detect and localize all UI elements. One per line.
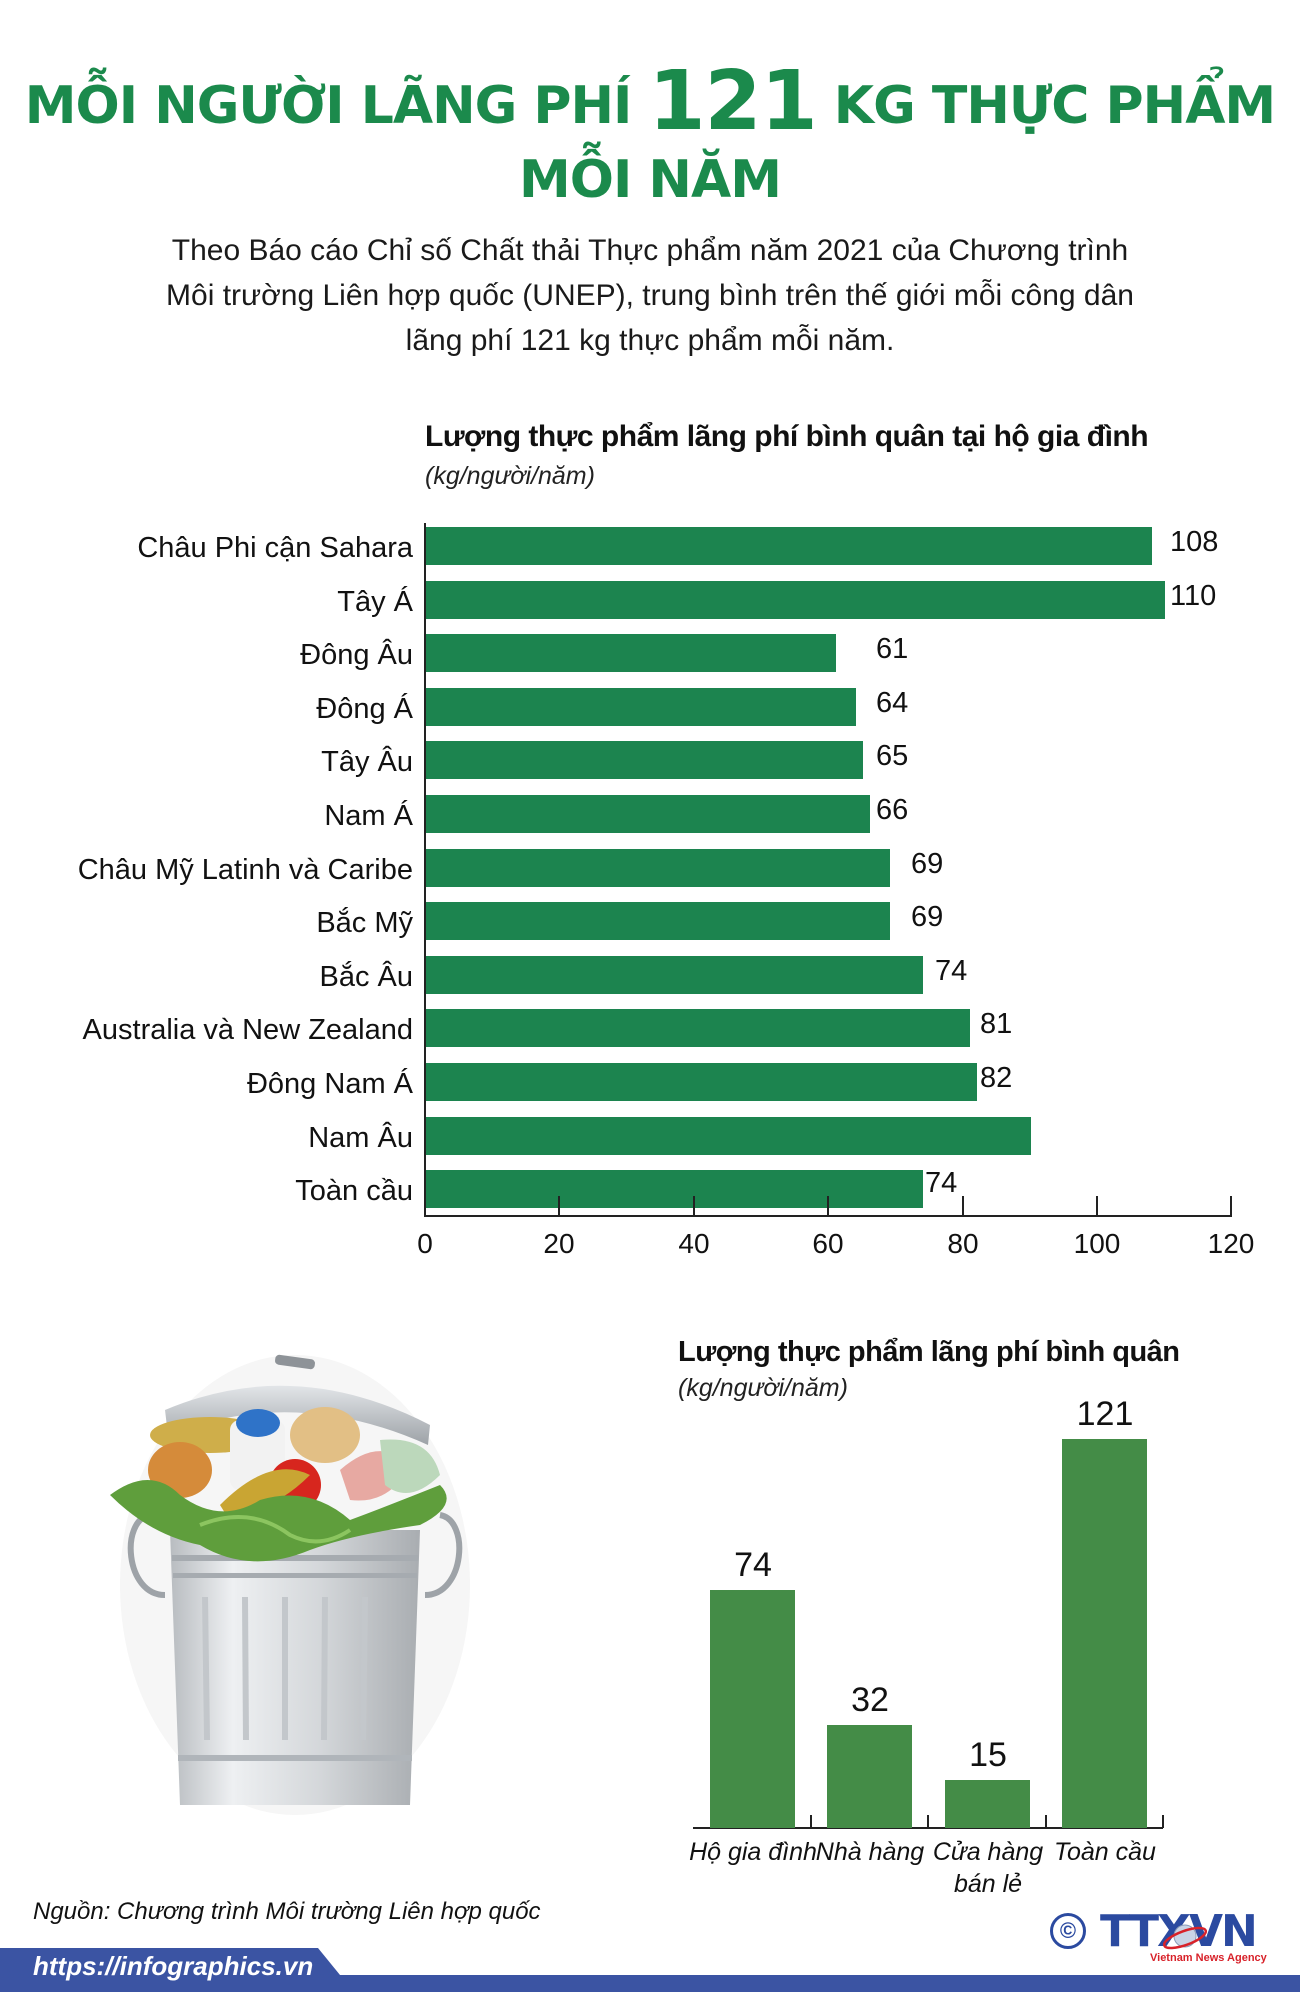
category-label: Nam Âu xyxy=(308,1122,413,1154)
axis-tick xyxy=(1096,1196,1098,1216)
category-label: Tây Âu xyxy=(321,746,413,778)
axis-tick xyxy=(810,1815,812,1828)
x-tick-label: 120 xyxy=(1207,1228,1255,1259)
category-label: Australia và New Zealand xyxy=(82,1014,413,1046)
value-label: 81 xyxy=(980,1008,1013,1040)
overall-chart-title: Lượng thực phẩm lãng phí bình quân xyxy=(678,1336,1180,1368)
value-label: 74 xyxy=(925,1167,958,1199)
bar xyxy=(827,1725,912,1828)
axis-tick xyxy=(1045,1815,1047,1828)
category-label-line: Nhà hàng xyxy=(815,1838,925,1866)
intro-line-3: lãng phí 121 kg thực phẩm mỗi năm. xyxy=(405,324,895,357)
value-label: 108 xyxy=(1170,526,1219,558)
value-label: 69 xyxy=(911,901,944,933)
category-label-line: Cửa hàng xyxy=(932,1838,1044,1866)
website-link[interactable]: https://infographics.vn xyxy=(33,1951,314,1981)
y-axis-line xyxy=(424,523,426,1217)
copyright-icon: © xyxy=(1050,1913,1086,1949)
category-label: Hộ gia đình xyxy=(688,1836,818,1868)
footer-url-tab xyxy=(0,1948,340,1992)
source-note: Nguồn: Chương trình Môi trường Liên hợp … xyxy=(33,1898,541,1925)
logo-subtitle: Vietnam News Agency xyxy=(1150,1952,1267,1964)
x-axis-line xyxy=(693,1827,1163,1829)
bar xyxy=(710,1590,795,1828)
intro-paragraph: Theo Báo cáo Chỉ số Chất thải Thực phẩm … xyxy=(60,228,1240,363)
household-chart-subtitle: (kg/người/năm) xyxy=(425,462,595,490)
bar xyxy=(426,1117,1031,1155)
value-label: 74 xyxy=(734,1546,772,1584)
page-title-line-1: MỖI NGƯỜI LÃNG PHÍ 121 KG THỰC PHẨM xyxy=(0,61,1300,146)
axis-tick xyxy=(558,1196,560,1216)
category-label: Châu Phi cận Sahara xyxy=(137,532,413,564)
logo-text-vn: VN xyxy=(1188,1906,1258,1957)
category-label: Đông Nam Á xyxy=(246,1068,413,1100)
x-tick-label: 100 xyxy=(1073,1228,1121,1259)
bar xyxy=(426,849,890,887)
value-label: 32 xyxy=(851,1681,889,1719)
x-axis-line xyxy=(424,1215,1232,1217)
bar xyxy=(426,741,863,779)
category-label: Toàn cầu xyxy=(295,1175,413,1207)
bar xyxy=(426,902,890,940)
category-label: Bắc Mỹ xyxy=(316,907,413,939)
bar xyxy=(426,1063,977,1101)
bar xyxy=(1062,1439,1147,1828)
category-label: Nhà hàng xyxy=(805,1836,935,1868)
x-tick-label: 40 xyxy=(678,1228,710,1259)
category-label: Đông Á xyxy=(316,693,413,725)
bar xyxy=(426,956,923,994)
value-label: 61 xyxy=(876,633,909,665)
x-tick-label: 0 xyxy=(417,1228,433,1259)
category-label: Bắc Âu xyxy=(319,961,414,993)
value-label: 110 xyxy=(1170,580,1217,612)
category-label: Toàn cầu xyxy=(1040,1836,1170,1868)
category-label-line: Hộ gia đình xyxy=(689,1838,817,1866)
overall-chart-subtitle: (kg/người/năm) xyxy=(678,1374,848,1402)
axis-tick xyxy=(927,1815,929,1828)
x-tick-label: 60 xyxy=(812,1228,844,1259)
category-label: Tây Á xyxy=(337,586,413,618)
bar xyxy=(426,581,1165,619)
value-label: 64 xyxy=(876,687,909,719)
trash-can-food-waste-image xyxy=(110,1354,470,1815)
value-label: 15 xyxy=(969,1736,1007,1774)
x-tick-label: 20 xyxy=(543,1228,575,1259)
x-tick-label: 80 xyxy=(947,1228,979,1259)
axis-tick xyxy=(1230,1196,1232,1216)
category-label: Châu Mỹ Latinh và Caribe xyxy=(77,854,413,886)
title-text-after: KG THỰC PHẨM xyxy=(833,76,1276,136)
category-label: Cửa hàng bán lẻ xyxy=(923,1836,1053,1900)
bar xyxy=(945,1780,1030,1828)
category-label-line: bán lẻ xyxy=(953,1870,1023,1898)
bar xyxy=(426,527,1152,565)
value-label: 82 xyxy=(980,1062,1013,1094)
household-chart-title: Lượng thực phẩm lãng phí bình quân tại h… xyxy=(425,420,1149,453)
value-label: 65 xyxy=(876,740,909,772)
title-text-before: MỖI NGƯỜI LÃNG PHÍ xyxy=(24,76,633,136)
bar xyxy=(426,634,836,672)
axis-tick xyxy=(962,1196,964,1216)
value-label: 121 xyxy=(1076,1395,1134,1433)
bar xyxy=(426,688,856,726)
bar xyxy=(426,1009,970,1047)
bar xyxy=(426,795,870,833)
value-label: 66 xyxy=(876,794,909,826)
axis-tick xyxy=(827,1196,829,1216)
category-label: Nam Á xyxy=(324,800,413,832)
title-highlight-number: 121 xyxy=(648,54,818,149)
intro-line-1: Theo Báo cáo Chỉ số Chất thải Thực phẩm … xyxy=(171,234,1129,267)
axis-tick xyxy=(1162,1815,1164,1828)
category-label: Đông Âu xyxy=(300,639,413,671)
globe-icon xyxy=(1162,1924,1208,1950)
value-label: 69 xyxy=(911,848,944,880)
axis-tick xyxy=(693,1196,695,1216)
intro-line-2: Môi trường Liên hợp quốc (UNEP), trung b… xyxy=(166,279,1134,312)
category-label-line: Toàn cầu xyxy=(1054,1838,1156,1866)
value-label: 74 xyxy=(935,955,968,987)
page-title-line-2: MỖI NĂM xyxy=(519,150,782,210)
bar xyxy=(426,1170,923,1208)
